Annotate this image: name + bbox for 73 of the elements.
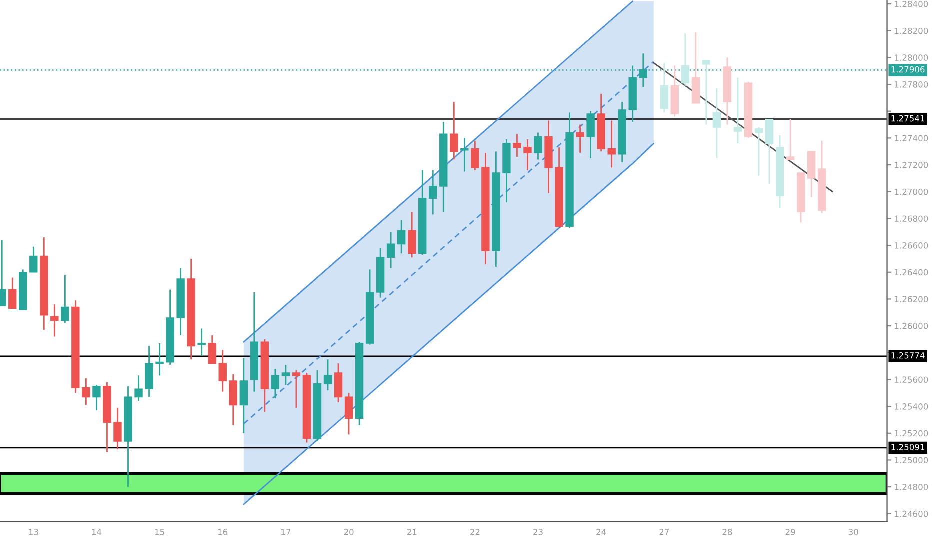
candlestick [460,138,469,172]
candlestick [134,375,143,402]
y-tick-label: 1.26000 [895,323,928,330]
x-tick-label: 16 [218,529,228,536]
y-tick-label: 1.26800 [895,216,928,222]
y-tick-label: 1.25400 [895,404,928,410]
candlestick [660,62,668,114]
x-tick-label: 17 [282,529,291,536]
y-tick-label: 1.26400 [895,269,928,276]
y-tick-label: 1.26600 [895,242,928,249]
candlestick [524,138,532,172]
candlestick [208,334,216,364]
candlestick [324,358,332,392]
candlestick [608,120,616,168]
candlestick [712,88,722,160]
y-tick-label: 1.24800 [895,484,928,490]
ref-line-label: 1.27541 [892,115,925,122]
x-tick-label: 27 [660,529,669,536]
candlestick [681,32,690,87]
x-tick-label: 21 [407,529,417,536]
y-tick-label: 1.28200 [895,28,928,34]
candlestick [61,274,70,324]
ref-line-label: 1.27906 [892,66,925,73]
y-tick-label: 1.28000 [895,54,928,61]
x-tick-label: 13 [29,529,38,536]
y-tick-label: 1.27400 [895,135,928,142]
candlestick [754,126,764,176]
y-tick-label: 1.27000 [895,188,928,196]
candlestick [429,170,438,216]
candlestick [82,378,90,406]
x-tick-label: 22 [470,529,480,536]
candlestick [702,60,711,126]
candlestick [471,140,480,172]
x-tick-label: 30 [848,529,858,536]
candlestick [408,211,416,258]
candlestick [50,304,59,338]
candlestick [218,350,227,392]
ref-line-label: 1.25091 [892,444,925,450]
candlestick [786,118,795,160]
x-tick-label: 20 [344,529,354,536]
candlestick [282,364,290,386]
candlestick [92,384,101,412]
candlestick [734,77,742,144]
candlestick [586,110,595,160]
candlestick [450,101,458,160]
candlestick [513,133,522,158]
x-tick-label: 28 [722,529,732,536]
candlestick [8,277,17,310]
y-tick-label: 1.27800 [895,82,928,88]
candlestick [397,219,406,254]
candlestick [386,231,396,270]
candlestick [344,392,354,436]
candlestick [114,407,122,450]
x-tick-label: 15 [155,529,164,536]
candlestick [271,368,280,400]
y-tick-label: 1.27200 [895,162,928,168]
x-tick-label: 24 [596,529,606,536]
y-tick-label: 1.25000 [895,457,928,464]
y-tick-label: 1.24600 [895,510,928,518]
candlestick [198,328,206,356]
x-tick-label: 23 [534,529,543,536]
y-tick-label: 1.26200 [895,296,928,302]
x-tick-label: 29 [786,529,796,536]
candlestick [30,246,38,274]
y-tick-label: 1.25600 [895,376,928,384]
candlestick [534,132,542,160]
y-tick-label: 1.25200 [895,430,928,437]
candlestick [576,124,584,154]
y-tick-label: 1.28400 [895,1,928,8]
candlestick [156,342,164,376]
ref-line-label: 1.25774 [892,352,925,359]
x-tick-label: 14 [92,529,102,536]
candlestick [292,370,301,409]
